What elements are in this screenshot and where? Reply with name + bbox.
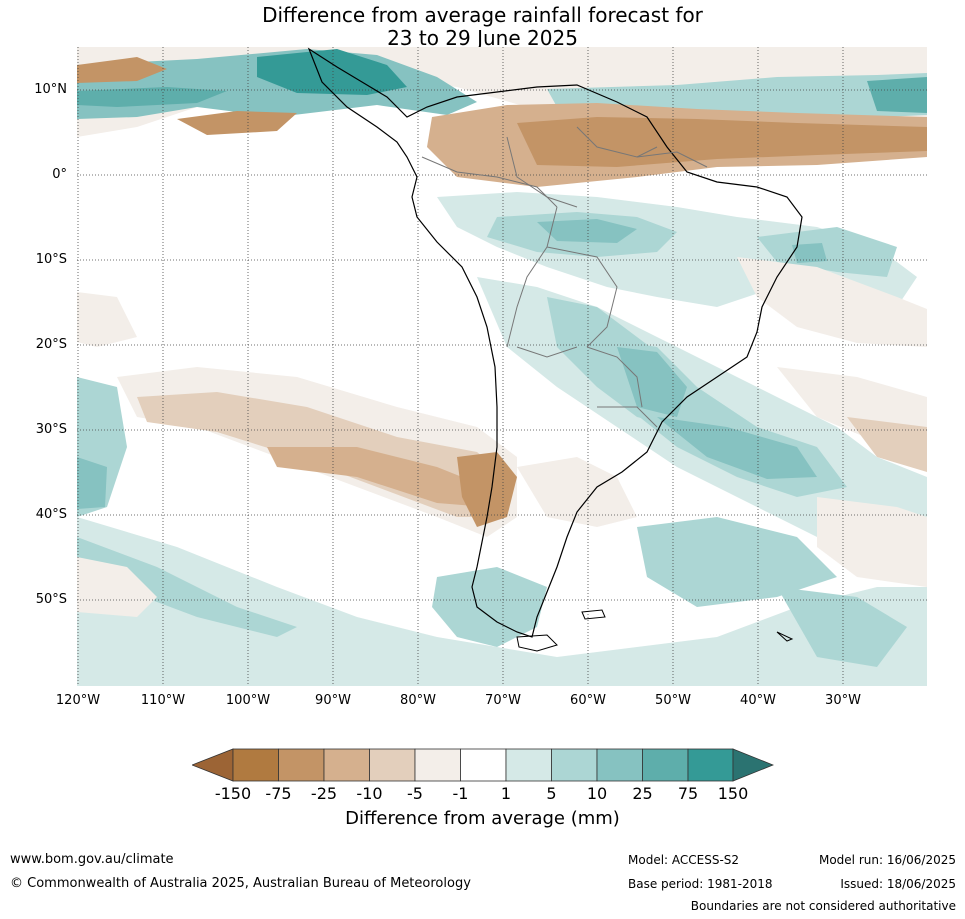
- anomaly-region-atlantic-dry-3: [847, 417, 927, 472]
- legend-tick-11: 150: [717, 784, 749, 803]
- legend-colorbar: [192, 748, 774, 782]
- lon-label-70w: 70°W: [485, 693, 521, 708]
- legend-swatch-1: [232, 748, 279, 782]
- legend-tick-10: 75: [677, 784, 699, 803]
- falkland-islands: [581, 609, 606, 620]
- anomaly-region-equatorial-dry-core: [517, 117, 927, 167]
- map-canvas: [77, 47, 927, 686]
- anomaly-region-south-atlantic-wet: [637, 517, 837, 607]
- legend-swatch-2: [278, 748, 325, 782]
- lon-label-30w: 30°W: [825, 693, 861, 708]
- lat-label-0: 0°: [52, 167, 67, 182]
- anomaly-region-amazon-wet-peak: [537, 219, 637, 243]
- anomaly-region-east-tropical-wet-core: [867, 77, 927, 113]
- lat-label-30s: 30°S: [35, 422, 67, 437]
- map-title: Difference from average rainfall forecas…: [0, 4, 965, 50]
- anomaly-region-atlantic-dry-4: [817, 497, 927, 587]
- south-america-coastline: [307, 47, 803, 638]
- anomaly-region-chile-dry: [457, 452, 517, 527]
- copyright-text: © Commonwealth of Australia 2025, Austra…: [10, 876, 471, 891]
- lon-label-40w: 40°W: [740, 693, 776, 708]
- lat-label-10s: 10°S: [35, 252, 67, 267]
- anomaly-region-atlantic-dry-1: [737, 257, 927, 347]
- base-period-text: Base period: 1981-2018: [628, 877, 773, 891]
- legend-swatch-4: [369, 748, 416, 782]
- anomaly-region-south-atlantic-wet-2: [777, 587, 907, 667]
- country-boundaries: [421, 126, 708, 428]
- lat-label-50s: 50°S: [35, 592, 67, 607]
- lat-label-40s: 40°S: [35, 507, 67, 522]
- legend-swatch-5: [414, 748, 461, 782]
- anomaly-region-southern-ocean-wet-2: [77, 537, 297, 637]
- legend-tick-8: 10: [586, 784, 608, 803]
- legend-swatch-8: [551, 748, 598, 782]
- legend-tick-4: -5: [407, 784, 423, 803]
- legend-swatch-above-150: [732, 748, 774, 782]
- model-text: Model: ACCESS-S2: [628, 853, 740, 867]
- lon-label-60w: 60°W: [570, 693, 606, 708]
- gridlines: [77, 47, 927, 686]
- model-run-text: Model run: 16/06/2025: [818, 853, 956, 867]
- legend-title: Difference from average (mm): [345, 808, 620, 829]
- anomaly-region-uruguay-wet-core: [657, 417, 817, 479]
- legend-tick-6: 1: [500, 784, 512, 803]
- legend-swatch-7: [505, 748, 552, 782]
- lon-label-120w: 120°W: [55, 693, 101, 708]
- legend-tick-1: -75: [265, 784, 292, 803]
- rainfall-map: [77, 47, 927, 686]
- title-line-1: Difference from average rainfall forecas…: [262, 3, 703, 27]
- anomaly-region-pacific-dry-west: [77, 57, 167, 83]
- lon-label-100w: 100°W: [225, 693, 271, 708]
- anomaly-region-pacific-dry-west-2: [177, 111, 297, 135]
- lon-label-80w: 80°W: [400, 693, 436, 708]
- legend-swatch-6: [460, 748, 507, 782]
- anomaly-region-northeast-brazil-wet-core: [792, 243, 827, 263]
- anomaly-region-argentina-dry: [517, 457, 637, 527]
- anomaly-region-patagonia-wet: [432, 567, 547, 647]
- anomaly-region-tropical-wet-core: [257, 49, 407, 95]
- anomaly-region-southern-ocean-wet: [77, 517, 927, 686]
- issued-text: Issued: 18/06/2025: [840, 877, 956, 891]
- lat-label-10n: 10°N: [34, 82, 67, 97]
- lon-label-50w: 50°W: [655, 693, 691, 708]
- tierra-del-fuego: [516, 634, 558, 652]
- legend-tick-5: -1: [452, 784, 469, 803]
- anomaly-region-west-pacific-wet-core: [77, 457, 107, 509]
- title-line-2: 23 to 29 June 2025: [387, 26, 578, 50]
- legend-tick-7: 5: [546, 784, 557, 803]
- lat-label-20s: 20°S: [35, 337, 67, 352]
- legend-swatch-3: [323, 748, 370, 782]
- legend-swatch-11: [687, 748, 734, 782]
- lon-label-110w: 110°W: [140, 693, 186, 708]
- anomaly-region-south-pacific-dry-core: [267, 447, 487, 507]
- anomaly-region-southeast-brazil-wet-core: [617, 347, 687, 417]
- website-link[interactable]: www.bom.gov.au/climate: [10, 852, 174, 867]
- south-georgia: [776, 631, 794, 642]
- disclaimer-text: Boundaries are not considered authoritat…: [690, 899, 956, 913]
- anomaly-region-west-south-pacific-dry: [77, 557, 157, 617]
- legend-tick-0: -150: [214, 784, 252, 803]
- legend-tick-9: 25: [632, 784, 653, 803]
- anomaly-region-tropical-wet-2: [77, 87, 227, 107]
- anomaly-region-pacific-dry-north: [77, 292, 137, 347]
- legend-tick-2: -25: [310, 784, 338, 803]
- legend-swatch-9: [596, 748, 643, 782]
- lon-label-90w: 90°W: [315, 693, 351, 708]
- legend-swatch-10: [642, 748, 689, 782]
- legend-swatch-below-150: [192, 748, 234, 782]
- legend-tick-3: -10: [356, 784, 383, 803]
